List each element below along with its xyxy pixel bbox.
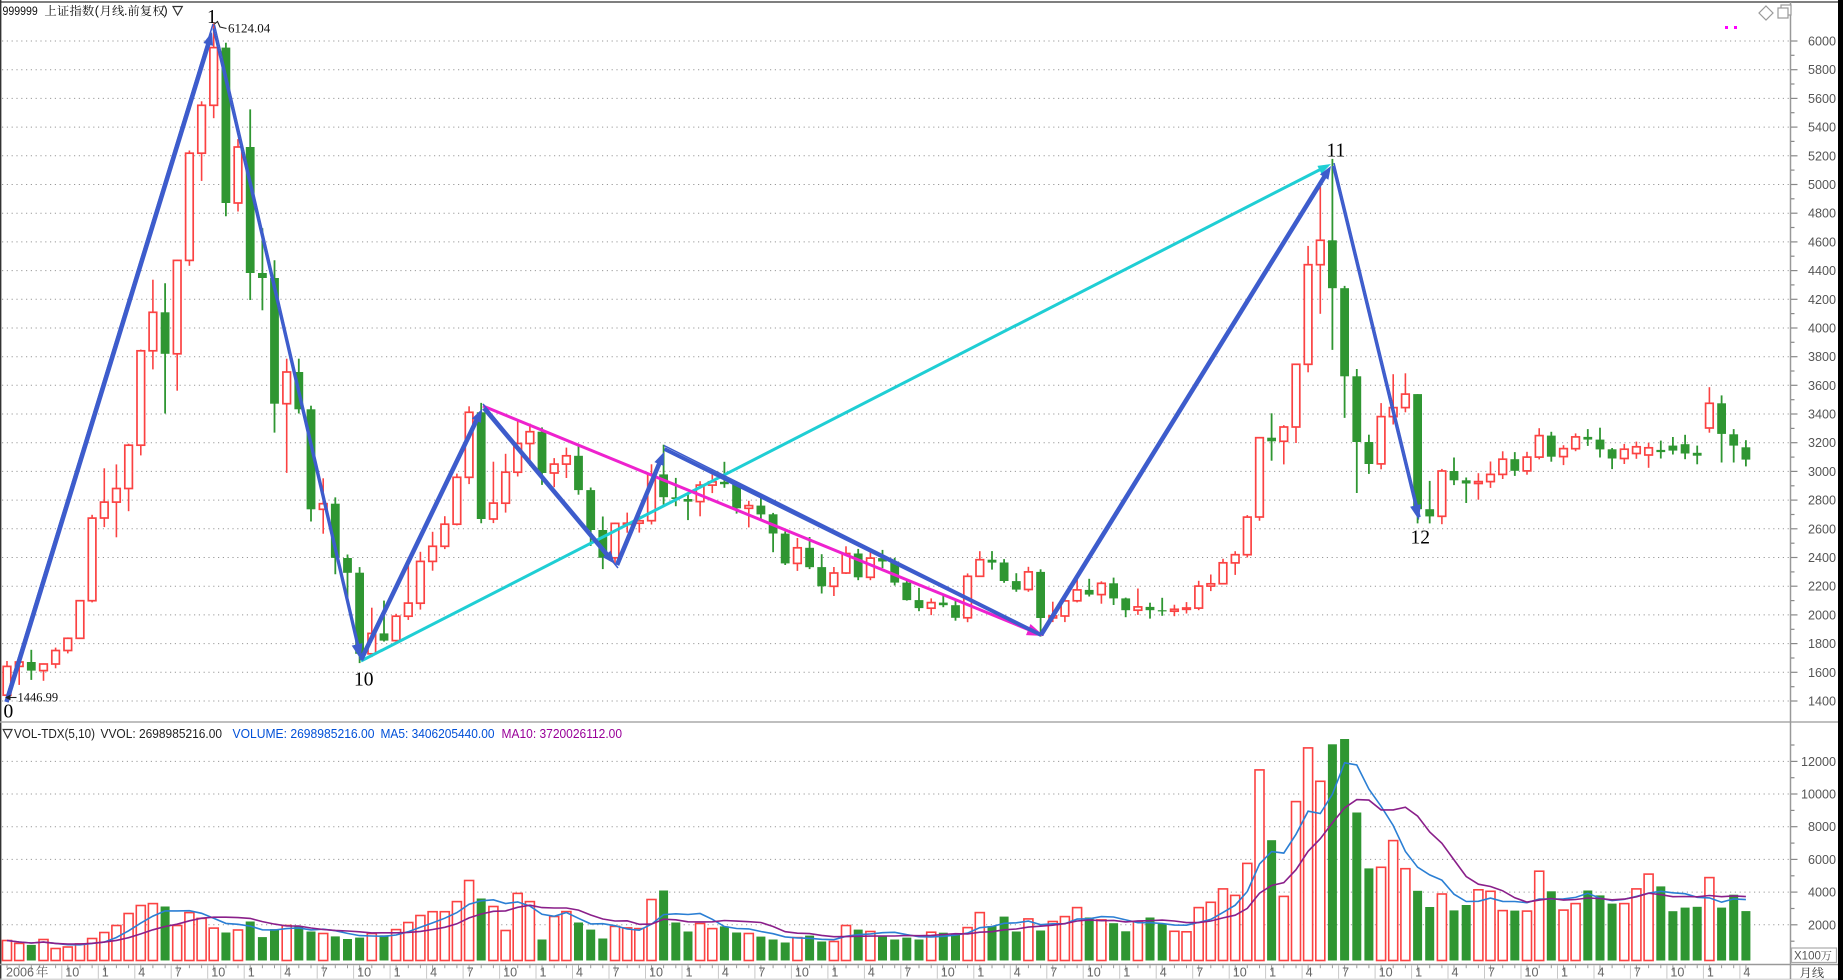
svg-text:10: 10 — [1525, 966, 1539, 980]
svg-text:1446.99: 1446.99 — [18, 691, 59, 705]
svg-text:7: 7 — [904, 966, 911, 980]
svg-text:1600: 1600 — [1808, 666, 1836, 680]
svg-text:1: 1 — [540, 966, 547, 980]
svg-text:1: 1 — [977, 966, 984, 980]
svg-text:4: 4 — [1306, 966, 1313, 980]
svg-text:7: 7 — [758, 966, 765, 980]
svg-text:10: 10 — [1379, 966, 1393, 980]
svg-text:999999: 999999 — [3, 4, 38, 18]
svg-text:VVOL: 2698985216.00: VVOL: 2698985216.00 — [101, 726, 223, 741]
svg-text:6124.04: 6124.04 — [228, 21, 271, 36]
svg-text:12000: 12000 — [1801, 755, 1836, 769]
svg-text:(: ( — [95, 4, 100, 18]
svg-text:4: 4 — [722, 966, 729, 980]
svg-text:1: 1 — [1415, 966, 1422, 980]
svg-text:4: 4 — [138, 966, 145, 980]
svg-text:4000: 4000 — [1808, 886, 1836, 900]
svg-text:12: 12 — [1411, 528, 1431, 549]
svg-text:10: 10 — [65, 966, 79, 980]
svg-text:5400: 5400 — [1808, 121, 1836, 135]
svg-text:4400: 4400 — [1808, 264, 1836, 278]
svg-text:1: 1 — [394, 966, 401, 980]
svg-text:.: . — [124, 4, 127, 18]
svg-text:4: 4 — [1452, 966, 1459, 980]
svg-text:1: 1 — [831, 966, 838, 980]
svg-text:2006: 2006 — [6, 966, 34, 980]
svg-text:2000: 2000 — [1808, 608, 1836, 622]
svg-text:7: 7 — [1488, 966, 1495, 980]
svg-text:4600: 4600 — [1808, 235, 1836, 249]
svg-text:7: 7 — [1634, 966, 1641, 980]
svg-text:2000: 2000 — [1808, 918, 1836, 932]
svg-text:4: 4 — [868, 966, 875, 980]
svg-text:3600: 3600 — [1808, 379, 1836, 393]
svg-text:4: 4 — [284, 966, 291, 980]
svg-text:7: 7 — [175, 966, 182, 980]
svg-text:4: 4 — [576, 966, 583, 980]
svg-text:1: 1 — [1269, 966, 1276, 980]
svg-text:5000: 5000 — [1808, 178, 1836, 192]
svg-text:1800: 1800 — [1808, 637, 1836, 651]
svg-text:1: 1 — [102, 966, 109, 980]
svg-text:1: 1 — [248, 966, 255, 980]
svg-text:10: 10 — [941, 966, 955, 980]
svg-text:1400: 1400 — [1808, 695, 1836, 709]
svg-text:3000: 3000 — [1808, 465, 1836, 479]
svg-text:2200: 2200 — [1808, 580, 1836, 594]
svg-text:1: 1 — [207, 7, 217, 28]
svg-text:MA5: 3406205440.00: MA5: 3406205440.00 — [381, 726, 495, 741]
svg-text:6000: 6000 — [1808, 853, 1836, 867]
svg-text:3400: 3400 — [1808, 408, 1836, 422]
svg-text:4000: 4000 — [1808, 322, 1836, 336]
svg-text:): ) — [164, 4, 168, 18]
svg-text:8000: 8000 — [1808, 820, 1836, 834]
svg-text:2800: 2800 — [1808, 494, 1836, 508]
svg-text:3800: 3800 — [1808, 350, 1836, 364]
svg-text:6000: 6000 — [1808, 35, 1836, 49]
svg-text:10: 10 — [211, 966, 225, 980]
svg-text:1: 1 — [1707, 966, 1714, 980]
svg-text:10: 10 — [1233, 966, 1247, 980]
svg-text:7: 7 — [1050, 966, 1057, 980]
svg-text:1: 1 — [686, 966, 693, 980]
svg-text:4800: 4800 — [1808, 207, 1836, 221]
svg-text:10: 10 — [357, 966, 371, 980]
svg-text:VOL-TDX(5,10): VOL-TDX(5,10) — [14, 726, 95, 741]
svg-text:VOLUME: 2698985216.00: VOLUME: 2698985216.00 — [233, 726, 375, 741]
svg-text:4: 4 — [1598, 966, 1605, 980]
svg-text:10: 10 — [649, 966, 663, 980]
svg-text:7: 7 — [321, 966, 328, 980]
svg-text:10: 10 — [503, 966, 517, 980]
svg-text:11: 11 — [1327, 141, 1346, 162]
svg-text:5600: 5600 — [1808, 92, 1836, 106]
svg-text:7: 7 — [1196, 966, 1203, 980]
svg-text:4: 4 — [1014, 966, 1021, 980]
svg-text:10000: 10000 — [1801, 788, 1836, 802]
svg-text:10: 10 — [795, 966, 809, 980]
svg-text:2400: 2400 — [1808, 551, 1836, 565]
svg-text:7: 7 — [467, 966, 474, 980]
svg-text:7: 7 — [613, 966, 620, 980]
svg-text:5800: 5800 — [1808, 63, 1836, 77]
svg-text:10: 10 — [354, 670, 374, 691]
svg-text:5200: 5200 — [1808, 149, 1836, 163]
svg-text:3200: 3200 — [1808, 436, 1836, 450]
svg-text:4: 4 — [1743, 966, 1750, 980]
svg-text:MA10: 3720026112.00: MA10: 3720026112.00 — [502, 726, 623, 741]
svg-text:1: 1 — [1561, 966, 1568, 980]
svg-text:10: 10 — [1087, 966, 1101, 980]
svg-text:7: 7 — [1342, 966, 1349, 980]
svg-text:4200: 4200 — [1808, 293, 1836, 307]
svg-text:X100: X100 — [1794, 951, 1821, 963]
svg-text:10: 10 — [1670, 966, 1684, 980]
svg-text:0: 0 — [4, 702, 14, 723]
svg-text:1: 1 — [1123, 966, 1130, 980]
svg-text:4: 4 — [1160, 966, 1167, 980]
svg-text:4: 4 — [430, 966, 437, 980]
svg-text:2600: 2600 — [1808, 522, 1836, 536]
